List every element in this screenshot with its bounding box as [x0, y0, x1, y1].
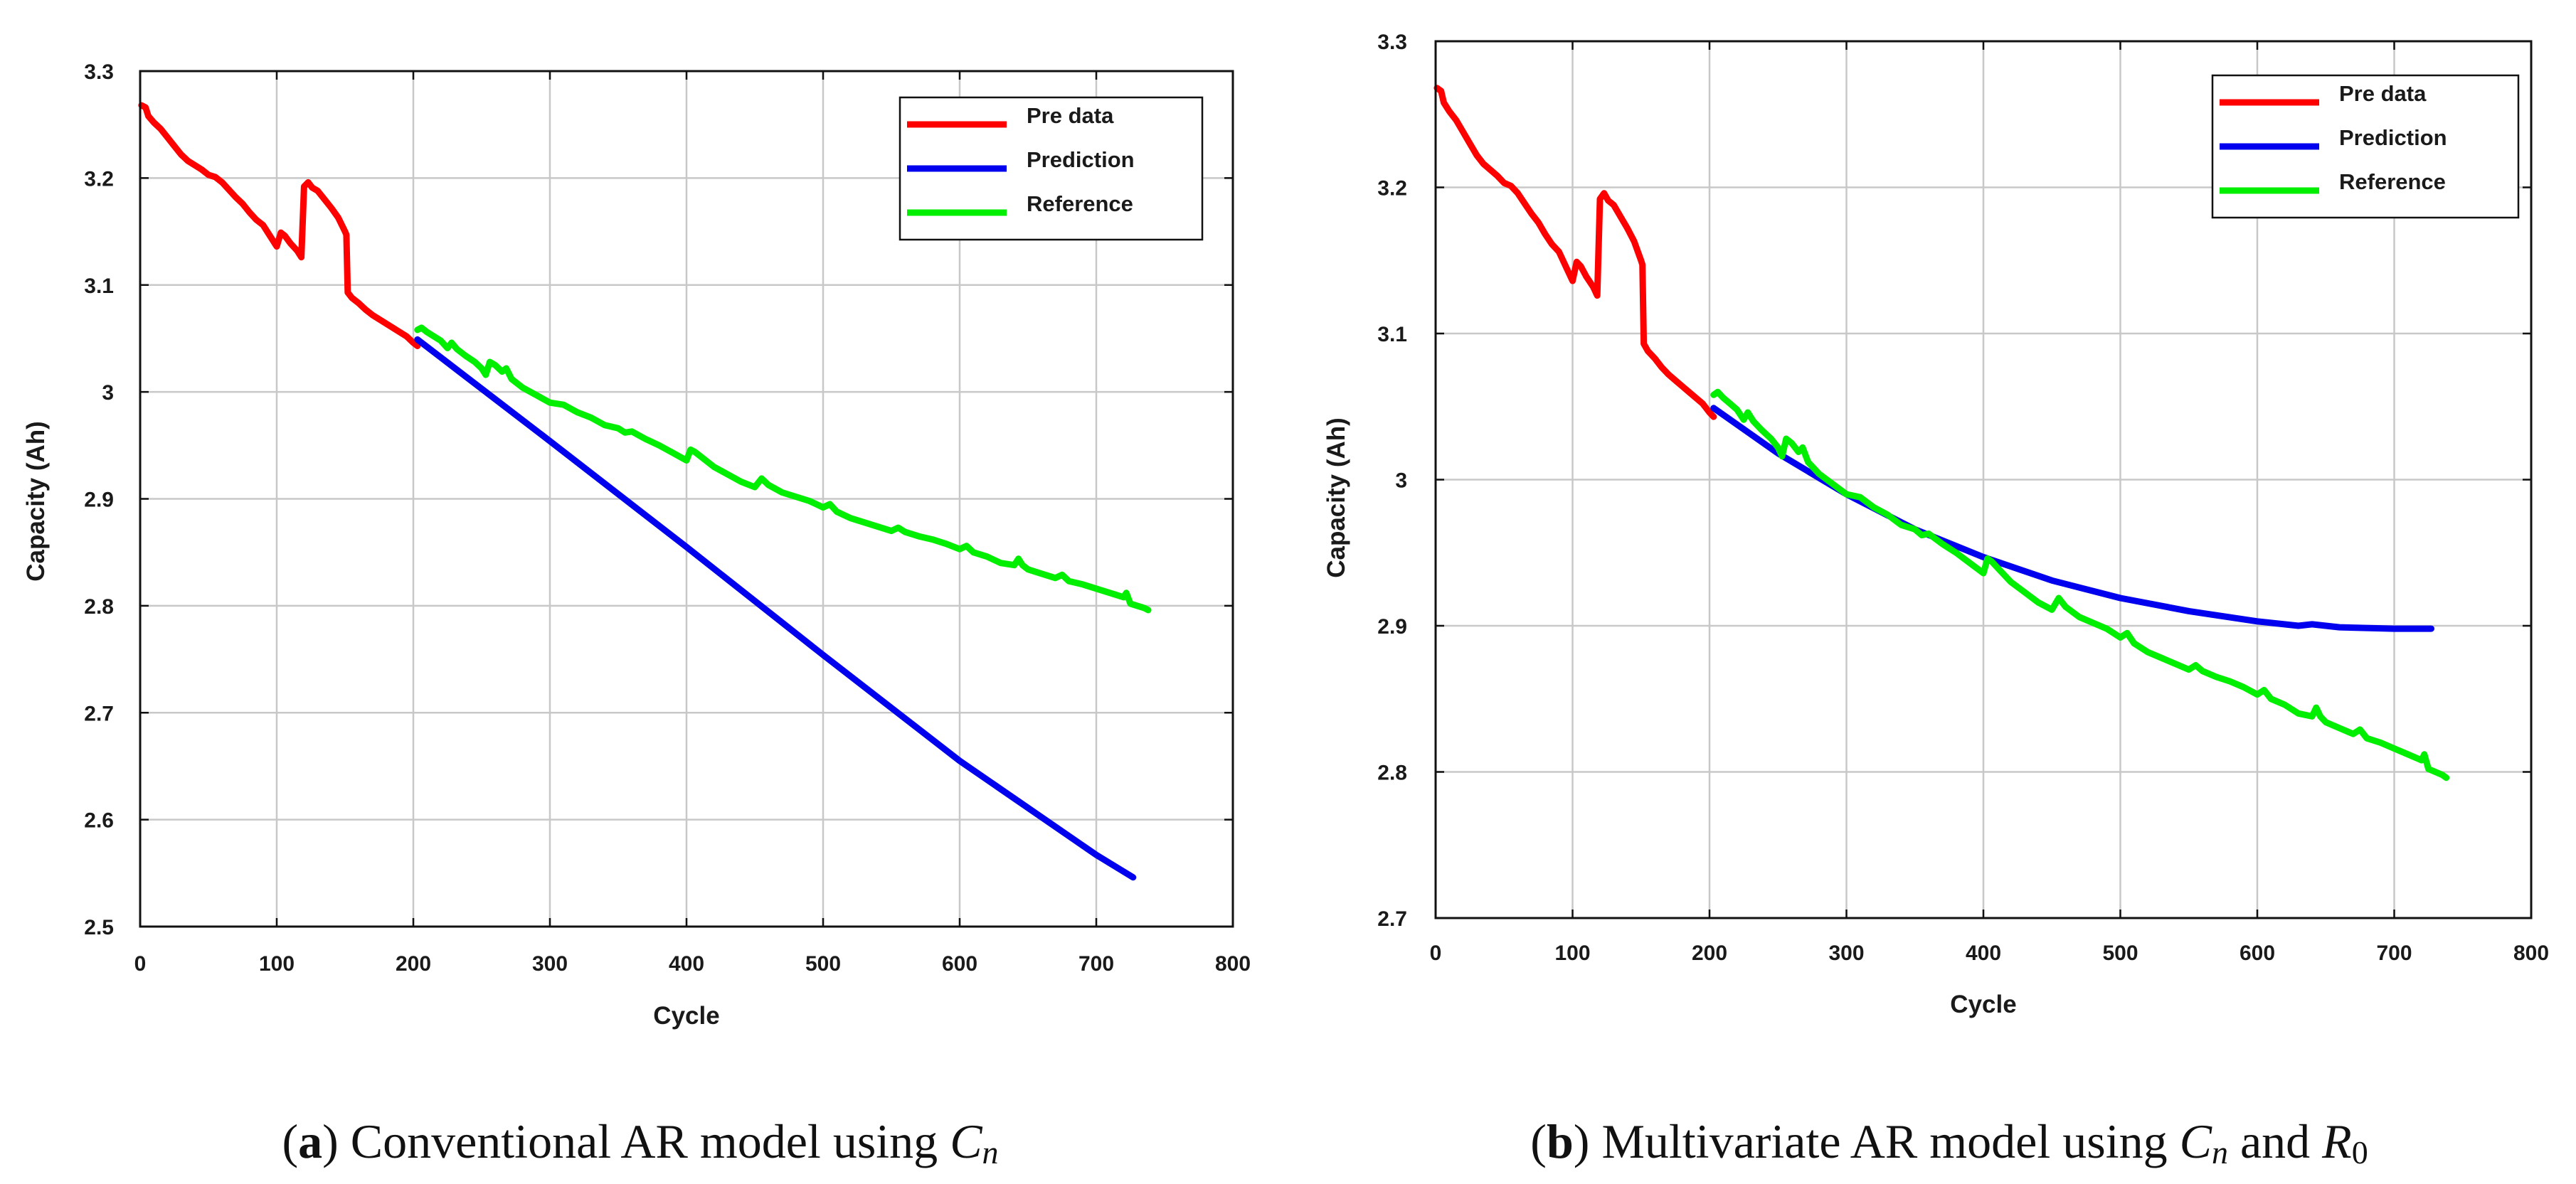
caption-text: Multivariate AR model using — [1589, 1114, 2179, 1168]
x-tick-label: 600 — [942, 952, 977, 976]
y-tick-label: 3.3 — [84, 60, 114, 84]
y-tick-label: 2.5 — [84, 916, 114, 939]
series-line-reference — [414, 324, 1152, 614]
caption-variable-2: R — [2321, 1114, 2352, 1168]
legend: Pre data Prediction Reference — [2211, 74, 2520, 219]
x-tick-label: 700 — [1078, 952, 1114, 976]
x-tick-label: 600 — [2240, 942, 2275, 965]
caption-paren-open: ( — [282, 1114, 298, 1168]
caption-text: Conventional AR model using — [339, 1114, 950, 1168]
y-tick-label: 2.8 — [1377, 762, 1407, 785]
chart-b: 0 100 200 300 400 500 600 700 800 2.7 2.8 2.9 3 3.1 3.… — [1323, 31, 2549, 1170]
x-tick-label: 800 — [1215, 952, 1251, 976]
x-tick-label: 200 — [1692, 942, 1727, 965]
y-tick-label: 3.2 — [84, 167, 114, 191]
chart-caption: (b) Multivariate AR model using Cn and R… — [1530, 1114, 2368, 1170]
x-tick-label: 400 — [1966, 942, 2001, 965]
x-tick-label: 400 — [669, 952, 704, 976]
caption-paren-open: ( — [1530, 1114, 1547, 1168]
x-axis-label: Cycle — [1950, 991, 2016, 1018]
caption-variable: C — [2180, 1114, 2212, 1168]
chart-a: 0 100 200 300 400 500 600 700 800 2.5 2.6 2.7 2.8 2.9… — [22, 60, 1251, 1170]
caption-variable-subscript: n — [2212, 1134, 2228, 1170]
y-tick-label: 3.2 — [1377, 177, 1407, 201]
x-tick-label: 500 — [805, 952, 841, 976]
y-tick-label: 3 — [102, 381, 114, 405]
y-tick-label: 3.1 — [84, 274, 114, 298]
legend-entry: Pre data — [2339, 81, 2427, 106]
x-axis-label: Cycle — [653, 1002, 719, 1030]
y-tick-label: 3 — [1395, 469, 1407, 493]
y-tick-label: 2.8 — [84, 595, 114, 619]
x-tick-label: 100 — [259, 952, 295, 976]
legend: Pre data Prediction Reference — [899, 96, 1204, 241]
x-tick-label: 200 — [396, 952, 431, 976]
caption-label: a — [298, 1114, 322, 1168]
legend-entry: Prediction — [1027, 147, 1135, 172]
x-tick-label: 800 — [2513, 942, 2549, 965]
legend-entry: Reference — [1027, 191, 1133, 216]
caption-variable-subscript: n — [982, 1134, 999, 1170]
plot-frame — [1434, 40, 2533, 919]
x-tick-label: 700 — [2376, 942, 2412, 965]
series-line-reference — [1710, 388, 2450, 782]
caption-variable-2-subscript: 0 — [2352, 1134, 2368, 1170]
legend-box — [2211, 74, 2520, 219]
series-line-pre-data — [1433, 85, 1717, 420]
x-tick-label: 0 — [134, 952, 147, 976]
y-tick-label: 2.9 — [84, 489, 114, 512]
legend-entry: Pre data — [1027, 103, 1114, 128]
y-axis-label: Capacity (Ah) — [22, 421, 50, 582]
y-tick-label: 2.7 — [1377, 907, 1407, 931]
x-tick-label: 300 — [1828, 942, 1864, 965]
legend-entry: Reference — [2339, 169, 2446, 194]
legend-entry: Prediction — [2339, 125, 2447, 150]
y-axis-label: Capacity (Ah) — [1323, 417, 1350, 578]
caption-conjunction: and — [2228, 1114, 2322, 1168]
y-tick-label: 3.3 — [1377, 31, 1407, 54]
chart-caption: (a) Conventional AR model using Cn — [282, 1114, 998, 1170]
y-tick-label: 3.1 — [1377, 323, 1407, 346]
y-tick-label: 2.9 — [1377, 615, 1407, 639]
x-tick-label: 500 — [2102, 942, 2138, 965]
series-line-prediction — [414, 336, 1137, 881]
x-tick-label: 100 — [1554, 942, 1590, 965]
x-tick-label: 0 — [1430, 942, 1442, 965]
x-tick-label: 300 — [532, 952, 568, 976]
plot-frame — [139, 70, 1234, 928]
y-tick-label: 2.6 — [84, 809, 114, 833]
caption-paren-close: ) — [322, 1114, 339, 1168]
caption-paren-close: ) — [1574, 1114, 1590, 1168]
caption-label: b — [1547, 1114, 1574, 1168]
series-line-prediction — [1710, 405, 2434, 632]
series-line-pre-data — [138, 102, 421, 349]
caption-variable: C — [950, 1114, 982, 1168]
y-tick-label: 2.7 — [84, 702, 114, 725]
